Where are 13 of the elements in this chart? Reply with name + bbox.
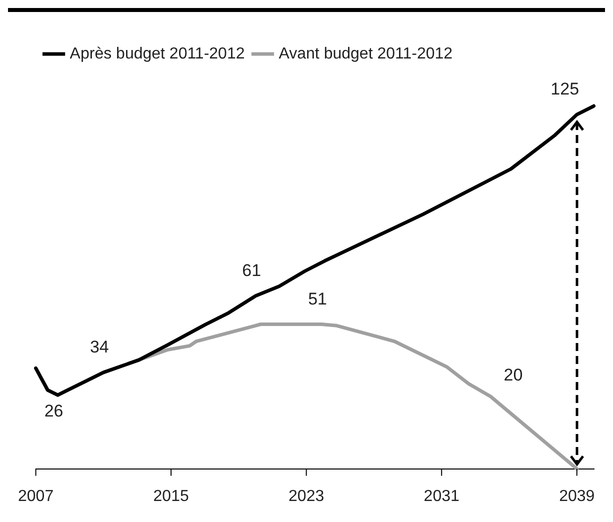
x-tick-label: 2015 [153,488,189,505]
data-label: 34 [90,338,109,357]
x-tick-label: 2023 [288,488,324,505]
data-label: 20 [504,365,523,384]
data-label: 125 [550,80,580,99]
data-label: 26 [44,401,64,420]
legend-label: Avant budget 2011-2012 [278,45,453,62]
data-label: 61 [242,261,262,280]
legend-label: Après budget 2011-2012 [70,45,245,62]
data-label: 51 [308,289,328,308]
x-tick-label: 2007 [18,488,54,505]
x-tick-label: 2031 [424,488,460,505]
x-tick-label: 2039 [559,488,595,505]
